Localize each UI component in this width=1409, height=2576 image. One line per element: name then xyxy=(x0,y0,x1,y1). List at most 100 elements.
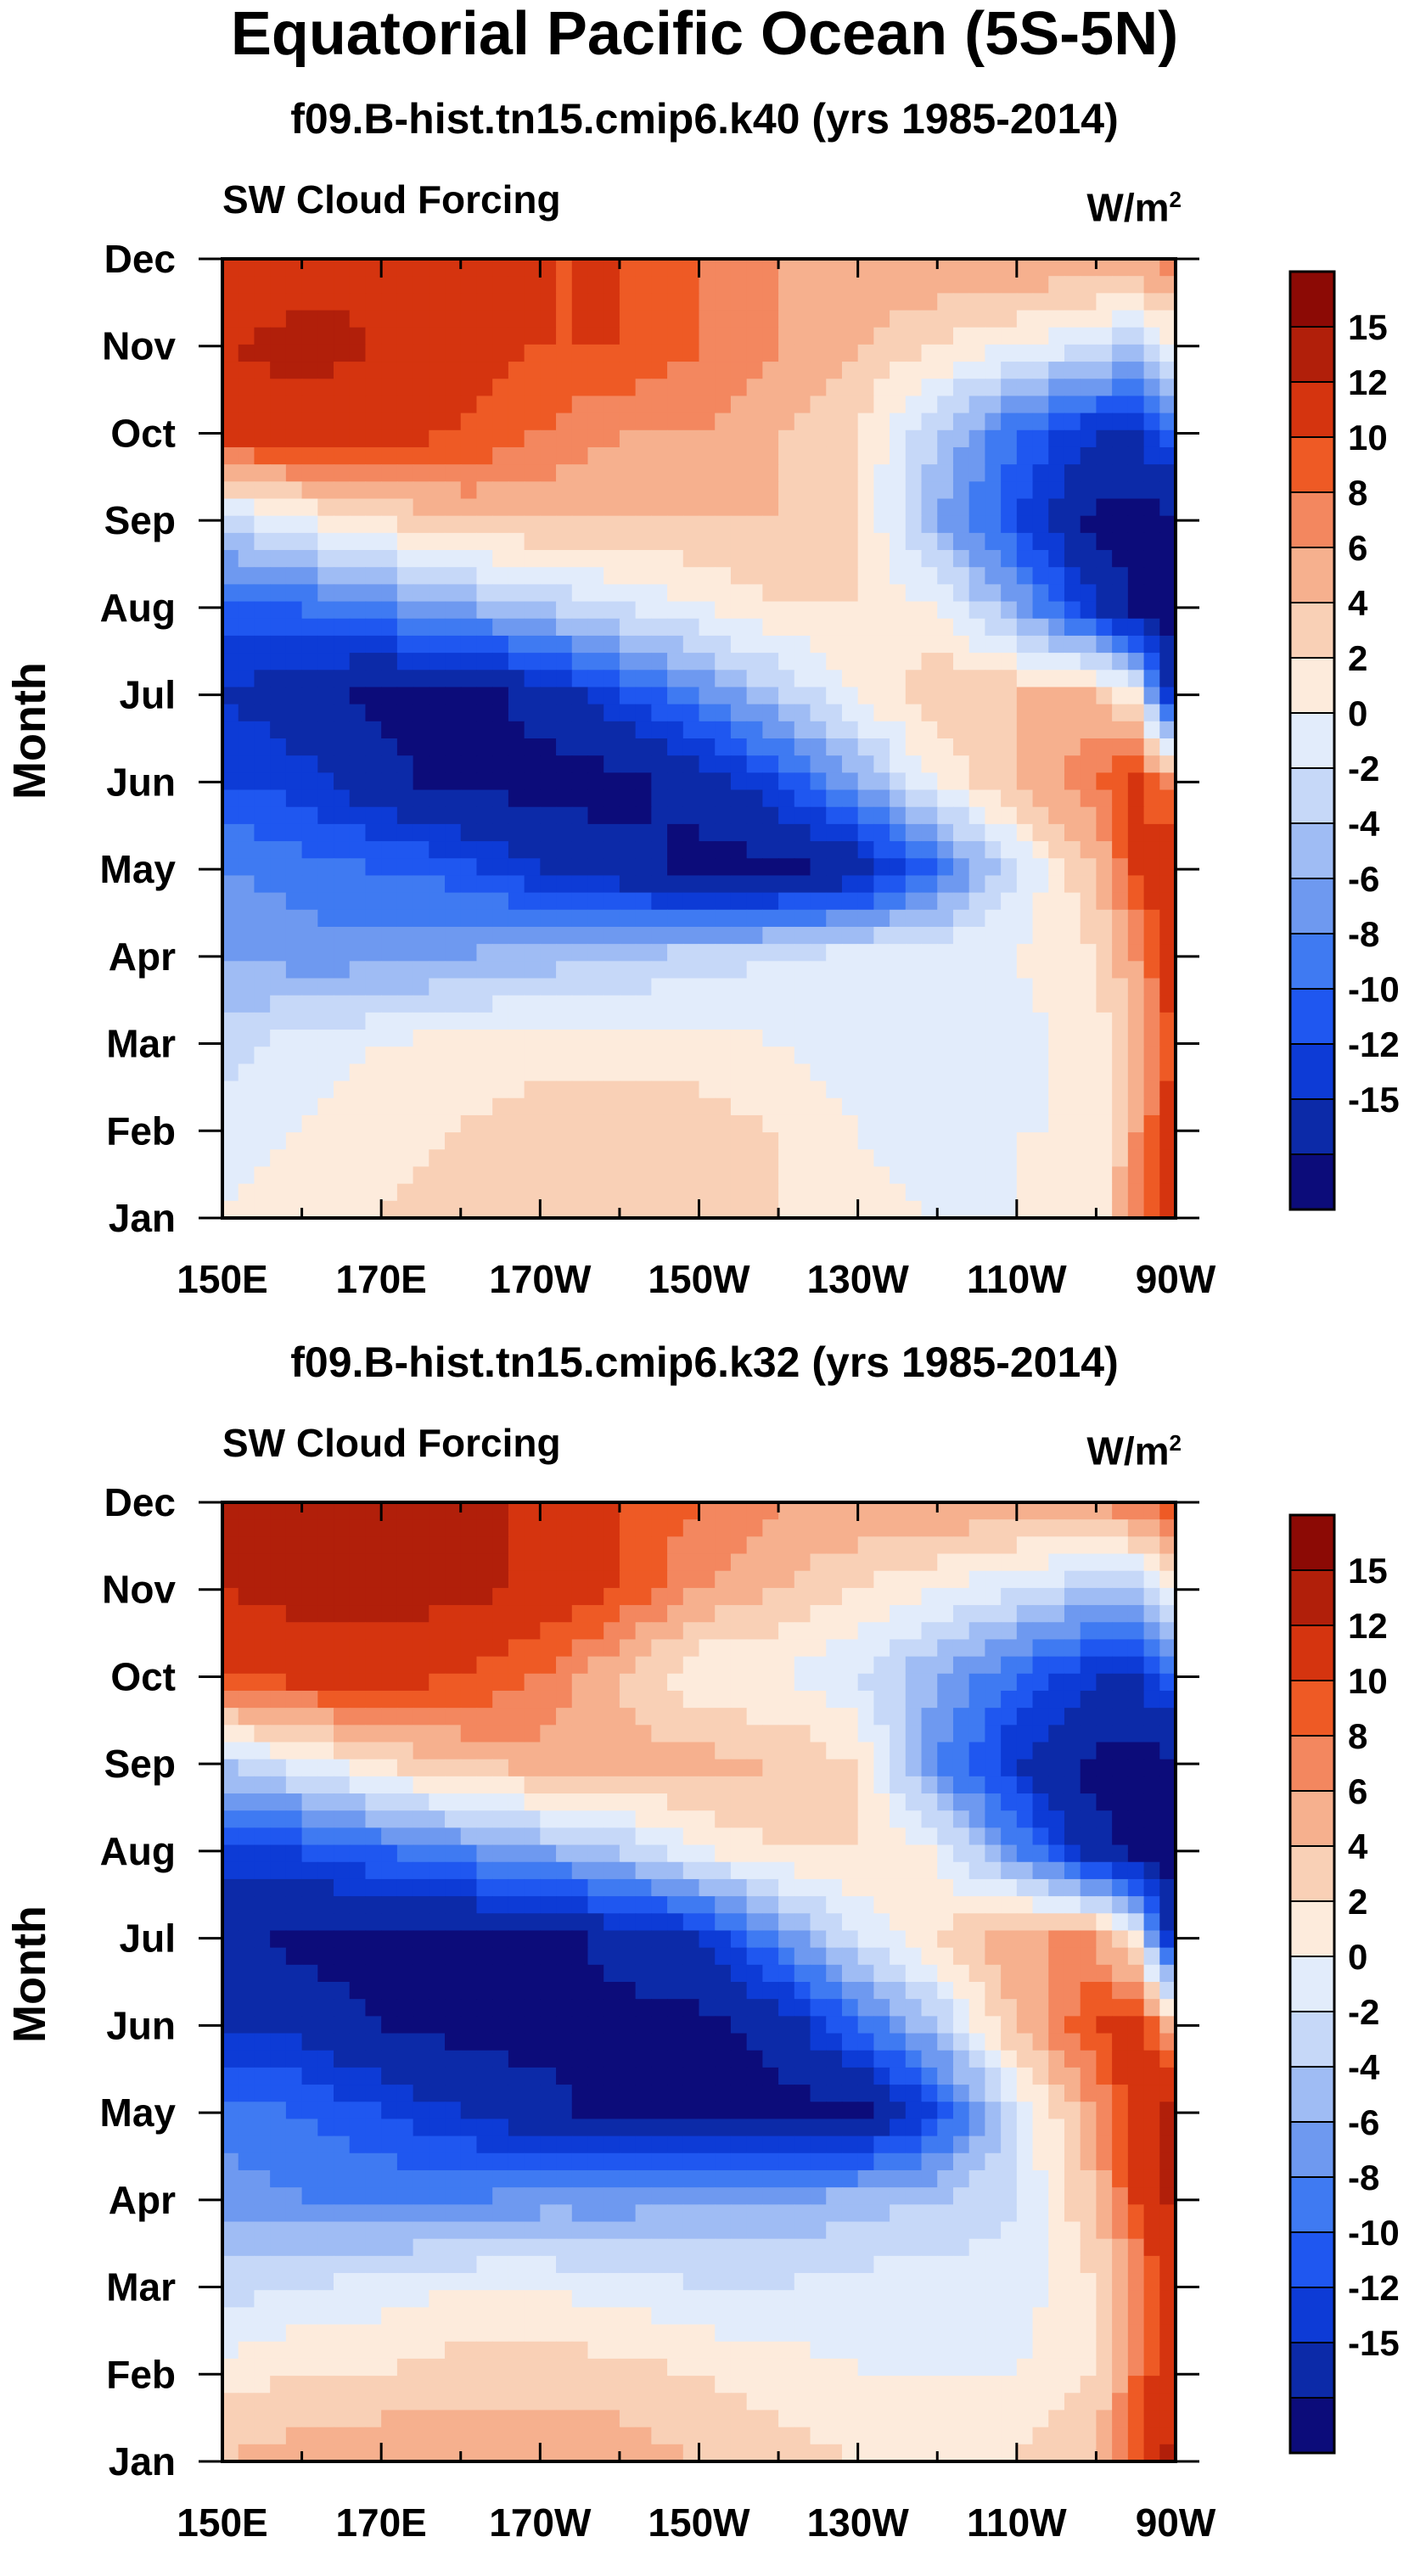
heatmap-cell xyxy=(381,1657,397,1675)
heatmap-cell xyxy=(270,961,286,979)
heatmap-cell xyxy=(778,738,794,756)
heatmap-cell xyxy=(1033,1896,1049,1914)
heatmap-cell xyxy=(858,430,874,448)
heatmap-cell xyxy=(603,1502,620,1520)
heatmap-cell xyxy=(302,704,318,722)
heatmap-cell xyxy=(317,362,334,379)
heatmap-cell xyxy=(985,807,1001,825)
heatmap-cell xyxy=(890,1064,906,1081)
heatmap-cell xyxy=(397,875,413,893)
heatmap-cell xyxy=(1017,807,1033,825)
heatmap-cell xyxy=(540,1725,556,1743)
heatmap-cell xyxy=(620,1064,636,1081)
heatmap-cell xyxy=(302,276,318,294)
heatmap-cell xyxy=(525,516,541,534)
heatmap-cell xyxy=(1096,858,1112,876)
heatmap-cell xyxy=(873,1605,890,1623)
heatmap-cell xyxy=(794,841,811,859)
heatmap-cell xyxy=(1048,293,1064,311)
heatmap-cell xyxy=(906,311,922,328)
heatmap-cell xyxy=(873,1184,890,1202)
heatmap-cell xyxy=(1081,1657,1097,1675)
heatmap-cell xyxy=(556,721,572,739)
heatmap-cell xyxy=(302,1759,318,1777)
heatmap-cell xyxy=(302,653,318,671)
heatmap-cell xyxy=(953,996,969,1013)
heatmap-cell xyxy=(365,653,381,671)
heatmap-cell xyxy=(826,584,842,602)
heatmap-cell xyxy=(747,1896,763,1914)
heatmap-cell xyxy=(365,1913,381,1931)
heatmap-cell xyxy=(556,1605,572,1623)
heatmap-cell xyxy=(413,1913,429,1931)
heatmap-cell xyxy=(1081,961,1097,979)
heatmap-cell xyxy=(762,1743,778,1760)
heatmap-cell xyxy=(811,550,827,568)
heatmap-cell xyxy=(794,1047,811,1064)
heatmap-cell xyxy=(334,910,350,928)
heatmap-cell xyxy=(969,1030,985,1047)
heatmap-cell xyxy=(731,772,747,790)
heatmap-cell xyxy=(778,704,794,722)
heatmap-cell xyxy=(239,1605,255,1623)
heatmap-cell xyxy=(778,1502,794,1520)
heatmap-cell xyxy=(572,276,588,294)
heatmap-cell xyxy=(937,1519,953,1537)
heatmap-cell xyxy=(1128,961,1144,979)
heatmap-cell xyxy=(445,1827,461,1845)
heatmap-cell xyxy=(1128,396,1144,413)
heatmap-cell xyxy=(699,944,716,962)
heatmap-cell xyxy=(508,379,525,396)
heatmap-cell xyxy=(1096,1691,1112,1709)
heatmap-cell xyxy=(636,961,652,979)
heatmap-cell xyxy=(587,1793,603,1811)
heatmap-cell xyxy=(858,1519,874,1537)
heatmap-cell xyxy=(270,636,286,654)
heatmap-cell xyxy=(937,687,953,704)
heatmap-cell xyxy=(461,1879,477,1897)
heatmap-cell xyxy=(873,1502,890,1520)
heatmap-cell xyxy=(1159,858,1176,876)
heatmap-cell xyxy=(1081,910,1097,928)
heatmap-cell xyxy=(1112,1759,1128,1777)
heatmap-cell xyxy=(1033,259,1049,277)
heatmap-cell xyxy=(540,345,556,362)
heatmap-cell xyxy=(890,1743,906,1760)
heatmap-cell xyxy=(985,499,1001,517)
heatmap-cell xyxy=(254,1691,270,1709)
heatmap-cell xyxy=(794,1622,811,1640)
heatmap-cell xyxy=(922,584,938,602)
heatmap-cell xyxy=(794,1725,811,1743)
heatmap-cell xyxy=(699,584,716,602)
heatmap-cell xyxy=(397,1519,413,1537)
heatmap-cell xyxy=(811,1879,827,1897)
heatmap-cell xyxy=(1001,1605,1017,1623)
heatmap-cell xyxy=(461,1810,477,1828)
heatmap-cell xyxy=(811,1571,827,1589)
heatmap-cell xyxy=(906,619,922,637)
heatmap-cell xyxy=(620,910,636,928)
heatmap-cell xyxy=(1144,259,1160,277)
heatmap-cell xyxy=(381,1115,397,1133)
heatmap-cell xyxy=(969,1115,985,1133)
heatmap-cell xyxy=(445,1605,461,1623)
heatmap-cell xyxy=(350,944,366,962)
heatmap-cell xyxy=(1048,550,1064,568)
heatmap-cell xyxy=(572,533,588,551)
heatmap-cell xyxy=(572,550,588,568)
heatmap-cell xyxy=(873,1132,890,1150)
heatmap-cell xyxy=(350,772,366,790)
heatmap-cell xyxy=(1159,550,1176,568)
heatmap-cell xyxy=(858,636,874,654)
heatmap-cell xyxy=(429,1030,445,1047)
heatmap-cell xyxy=(413,602,429,620)
heatmap-cell xyxy=(906,996,922,1013)
heatmap-cell xyxy=(1144,413,1160,431)
heatmap-cell xyxy=(969,1502,985,1520)
heatmap-cell xyxy=(826,533,842,551)
heatmap-cell xyxy=(699,1691,716,1709)
heatmap-cell xyxy=(1128,293,1144,311)
heatmap-cell xyxy=(826,362,842,379)
heatmap-cell xyxy=(937,1743,953,1760)
colorbar-label: 10 xyxy=(1348,418,1388,457)
